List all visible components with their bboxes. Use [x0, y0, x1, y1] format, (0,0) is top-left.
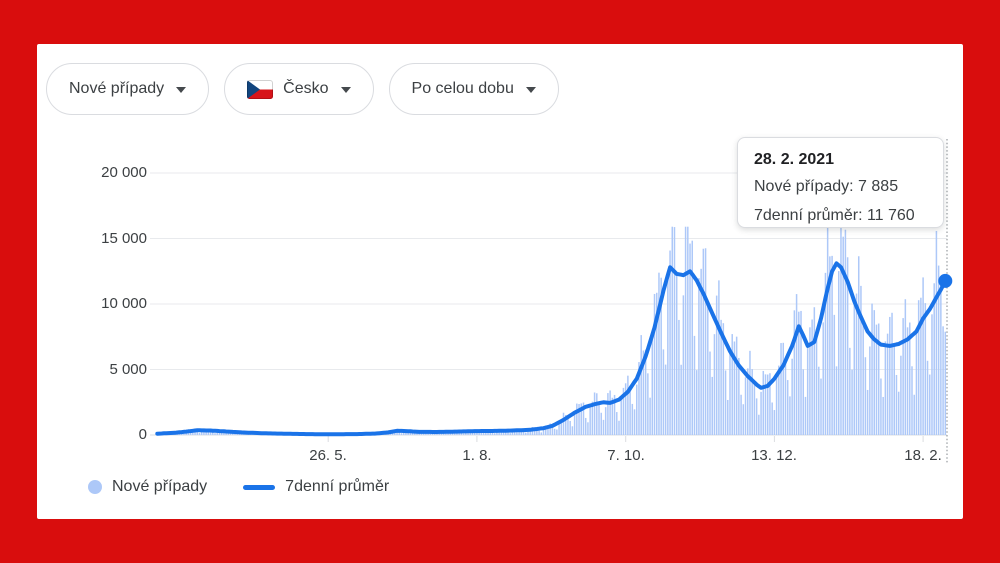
y-axis-label: 15 000 — [101, 230, 147, 247]
czech-flag-icon — [247, 79, 274, 99]
x-axis-label: 13. 12. — [751, 447, 797, 464]
y-axis-label: 20 000 — [101, 164, 147, 181]
region-dropdown-label: Česko — [283, 80, 329, 97]
legend-bar-swatch-icon — [88, 480, 102, 494]
y-axis-label: 5 000 — [109, 361, 147, 378]
legend-bar-label: Nové případy — [112, 478, 208, 495]
region-dropdown[interactable]: Česko — [224, 63, 374, 115]
filter-bar: Nové případy Česko Po celou dobu — [46, 63, 559, 115]
axis-ticks — [327, 436, 924, 442]
chart-tooltip: 28. 2. 2021 Nové případy: 7 885 7denní p… — [737, 137, 944, 228]
metric-dropdown-label: Nové případy — [69, 80, 165, 97]
x-axis-label: 18. 2. — [904, 447, 942, 464]
cases-chart[interactable] — [37, 44, 963, 519]
tooltip-new-cases: Nové případy: 7 885 — [754, 178, 899, 195]
legend-line-label: 7denní průměr — [285, 478, 390, 495]
y-axis-label: 0 — [138, 426, 147, 443]
chart-legend: Nové případy 7denní průměr — [88, 478, 389, 496]
y-axis-label: 10 000 — [101, 295, 147, 312]
x-axis-label: 1. 8. — [462, 447, 492, 464]
metric-dropdown[interactable]: Nové případy — [46, 63, 210, 115]
last-point-marker — [938, 273, 953, 288]
chevron-down-icon — [176, 87, 187, 93]
tooltip-avg: 7denní průměr: 11 760 — [754, 207, 915, 224]
legend-line-swatch-icon — [243, 484, 276, 490]
avg-line — [155, 261, 948, 437]
x-axis-label: 26. 5. — [309, 447, 347, 464]
daily-bars — [156, 226, 947, 435]
covid-stats-card: Nové případy Česko Po celou dobu — [37, 44, 963, 519]
range-dropdown[interactable]: Po celou dobu — [388, 63, 559, 115]
tooltip-date: 28. 2. 2021 — [754, 151, 835, 168]
range-dropdown-label: Po celou dobu — [411, 80, 514, 97]
chevron-down-icon — [525, 87, 536, 93]
x-axis-label: 7. 10. — [607, 447, 645, 464]
chevron-down-icon — [340, 87, 351, 93]
